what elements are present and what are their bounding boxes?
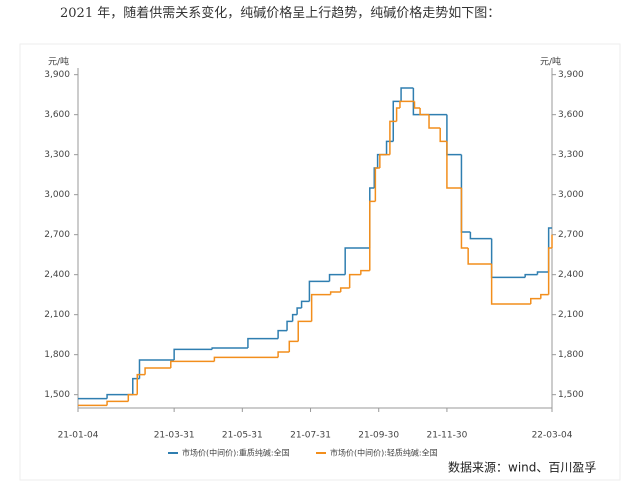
line-step <box>400 87 414 102</box>
line-step <box>547 247 552 295</box>
y2-tick-label: 2,100 <box>558 310 584 320</box>
y-tick-label: 3,300 <box>44 150 70 160</box>
line-step <box>524 273 538 278</box>
line-step <box>296 307 302 315</box>
line-step <box>536 271 549 275</box>
y-tick-label: 3,900 <box>44 70 70 80</box>
source: 数据来源：wind、百川盈孚 <box>448 460 596 475</box>
line-step <box>127 393 138 402</box>
line-step <box>385 140 394 155</box>
line-step <box>138 359 175 379</box>
line-step <box>328 273 346 282</box>
y-tick-label: 3,600 <box>44 110 70 120</box>
line-step <box>439 128 447 143</box>
line-step <box>395 107 400 122</box>
line-step <box>300 300 310 308</box>
line-step <box>348 273 361 288</box>
y2-tick-label: 3,300 <box>558 150 584 160</box>
line-step <box>308 280 330 302</box>
y-tick-label: 3,000 <box>44 190 70 200</box>
y2-axis-label: 元/吨 <box>540 56 561 68</box>
line-step <box>490 238 526 279</box>
line-step <box>399 100 415 108</box>
x-tick-label: 21-11-30 <box>426 431 467 441</box>
line-step <box>329 291 341 295</box>
y2-tick-label: 3,900 <box>558 70 584 80</box>
line-step <box>490 264 531 305</box>
line-step <box>106 400 129 406</box>
line-step <box>277 329 288 339</box>
line-step <box>392 100 402 142</box>
line-step <box>173 348 213 360</box>
x-tick-label: 21-03-31 <box>154 431 195 441</box>
y2-tick-label: 3,000 <box>558 190 584 200</box>
line-step <box>170 360 215 368</box>
y2-tick-label: 3,600 <box>558 110 584 120</box>
line-step <box>213 356 279 362</box>
line-step <box>291 313 298 322</box>
line-step <box>297 320 312 342</box>
line-step <box>344 247 370 275</box>
y-tick-label: 1,500 <box>44 390 70 400</box>
line-step <box>467 248 492 265</box>
y-axis-label: 元/吨 <box>48 56 69 68</box>
intro-text: 2021 年，随着供需关系变化，纯碱价格呈上行趋势，纯碱价格走势如下图： <box>60 6 501 21</box>
line-step <box>247 337 279 348</box>
y2-tick-label: 2,700 <box>558 230 584 240</box>
line-step <box>106 393 133 399</box>
y-tick-label: 2,400 <box>44 270 70 280</box>
line-step <box>132 377 140 395</box>
line-step <box>469 232 492 240</box>
x-tick-label: 21-09-30 <box>358 431 399 441</box>
y2-tick-label: 2,400 <box>558 270 584 280</box>
line-step <box>369 200 376 271</box>
line-step <box>286 320 293 331</box>
line-step <box>460 154 471 233</box>
line-step <box>277 351 290 358</box>
line-step <box>360 269 370 275</box>
line-step <box>379 153 390 168</box>
legend-label: 市场价(中间价):轻质纯碱:全国 <box>330 448 438 458</box>
x-tick-label: 21-05-31 <box>222 431 263 441</box>
line-step <box>310 293 331 322</box>
line-step <box>540 293 549 299</box>
x-tick-label: 21-01-04 <box>58 431 99 441</box>
line-step <box>288 340 299 352</box>
line-step <box>376 153 387 168</box>
x-tick-label: 21-07-31 <box>290 431 331 441</box>
line-step <box>413 101 421 109</box>
y-tick-label: 2,100 <box>44 310 70 320</box>
line-step <box>412 88 447 116</box>
x-tick-label: 22-03-04 <box>532 431 573 441</box>
line-step <box>460 188 469 249</box>
line-step <box>374 167 380 202</box>
y-tick-label: 1,800 <box>44 350 70 360</box>
y-tick-label: 2,700 <box>44 230 70 240</box>
line-step <box>339 287 350 292</box>
line-step <box>389 120 397 155</box>
y2-tick-label: 1,500 <box>558 390 584 400</box>
y2-tick-label: 1,800 <box>558 350 584 360</box>
line-step <box>530 297 541 304</box>
line-step <box>419 108 430 116</box>
line-step <box>144 367 171 375</box>
line-step <box>211 347 248 350</box>
line-step <box>446 114 462 156</box>
line-step <box>446 141 462 189</box>
chart-frame <box>19 43 621 481</box>
line-step <box>428 114 441 129</box>
line-step <box>136 373 146 395</box>
legend-label: 市场价(中间价):重质纯碱:全国 <box>182 448 290 458</box>
